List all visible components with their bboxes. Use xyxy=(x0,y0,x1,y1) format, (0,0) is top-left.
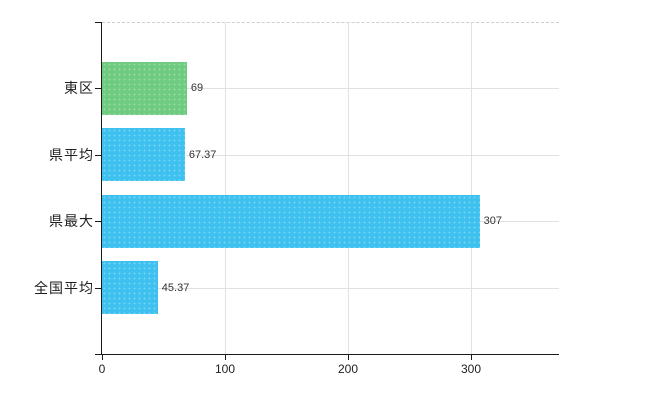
x-axis-tick xyxy=(348,355,349,360)
plot-top-border xyxy=(102,22,559,23)
x-tick-label: 0 xyxy=(98,362,106,376)
x-tick-label: 300 xyxy=(460,362,482,376)
y-axis-tick xyxy=(95,287,102,289)
bar-texture xyxy=(102,194,480,248)
y-axis-tick xyxy=(95,88,102,90)
category-label: 東区 xyxy=(64,80,94,97)
x-axis-tick xyxy=(471,355,472,360)
vertical-gridline xyxy=(225,22,226,354)
horizontal-gridline xyxy=(102,88,559,90)
bar-ken-heikin xyxy=(102,128,185,182)
y-axis-line xyxy=(101,22,102,354)
vertical-gridline xyxy=(471,22,472,354)
bar-zenkoku-heikin xyxy=(102,261,158,315)
category-label: 県平均 xyxy=(49,146,94,163)
value-label: 69 xyxy=(190,82,204,95)
value-label: 307 xyxy=(483,215,502,228)
value-label: 45.37 xyxy=(161,281,190,294)
value-label: 67.37 xyxy=(188,148,217,161)
category-label: 県最大 xyxy=(49,213,94,230)
y-axis-tick xyxy=(95,154,102,156)
x-axis-line xyxy=(95,354,559,355)
horizontal-gridline xyxy=(102,154,559,156)
x-axis-tick xyxy=(102,355,103,360)
bar-texture xyxy=(102,261,158,315)
bar-ken-saidai xyxy=(102,194,480,248)
category-label: 全国平均 xyxy=(34,279,94,296)
y-axis-tick xyxy=(95,22,102,23)
bar-texture xyxy=(102,61,187,115)
bar-texture xyxy=(102,128,185,182)
x-axis-tick xyxy=(225,355,226,360)
y-axis-tick xyxy=(95,221,102,223)
x-tick-label: 100 xyxy=(214,362,236,376)
horizontal-gridline xyxy=(102,287,559,289)
x-tick-label: 200 xyxy=(337,362,359,376)
bar-higashiku xyxy=(102,61,187,115)
vertical-gridline xyxy=(348,22,349,354)
